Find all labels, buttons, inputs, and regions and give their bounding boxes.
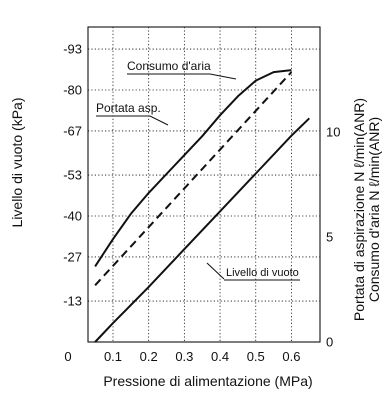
- tick-labels: 0.1 0.2 0.3 0.4 0.5 0.6 0 -93 -80 -67 -53 -40 -27 -13…: [63, 42, 340, 364]
- y-right-tick-label: 5: [326, 230, 333, 245]
- y-right-tick-label: 0: [326, 335, 333, 350]
- annotation-portata: Portata asp.: [96, 101, 161, 115]
- x-tick-label: 0.6: [282, 349, 300, 364]
- leader-vuoto-diag: [206, 262, 225, 280]
- series-line-2: [94, 117, 310, 343]
- x-tick-label: 0.2: [140, 349, 158, 364]
- y-axis-right-label-1: Portata di aspirazione N ℓ/min(ANR): [351, 98, 367, 321]
- y-axis-left-label: Livello di vuoto (kPa): [9, 98, 25, 228]
- y-left-tick-label: -27: [63, 249, 82, 264]
- annotation-vuoto: Livello di vuoto: [226, 267, 299, 279]
- annotation-leaders: [96, 73, 300, 281]
- x-axis-label: Pressione di alimentazione (MPa): [103, 373, 312, 389]
- series-group: [94, 69, 310, 343]
- plot-frame: [87, 26, 321, 343]
- x-tick-label: 0.5: [247, 349, 265, 364]
- leader-consumo: [127, 73, 237, 80]
- y-axis-right-label-2: Consumo d'aria N ℓ/min(ANR): [366, 117, 382, 302]
- chart-grid: [88, 27, 320, 342]
- y-left-tick-label: -13: [63, 294, 82, 309]
- x-tick-label: 0.4: [211, 349, 229, 364]
- x-tick-label: 0.1: [104, 349, 122, 364]
- y-left-tick-label: -53: [63, 168, 82, 183]
- y-left-tick-label: -80: [63, 83, 82, 98]
- leader-portata: [96, 115, 169, 126]
- series-line-0: [94, 69, 292, 267]
- y-left-tick-label: -67: [63, 123, 82, 138]
- y-right-tick-label: 10: [326, 125, 340, 140]
- series-line-1: [94, 71, 293, 286]
- y-left-tick-label: -93: [63, 42, 82, 57]
- x-origin-label: 0: [64, 349, 71, 364]
- x-tick-label: 0.3: [175, 349, 193, 364]
- annotation-consumo: Consumo d'aria: [127, 59, 211, 73]
- y-left-tick-label: -40: [63, 209, 82, 224]
- plot-border: [87, 26, 321, 343]
